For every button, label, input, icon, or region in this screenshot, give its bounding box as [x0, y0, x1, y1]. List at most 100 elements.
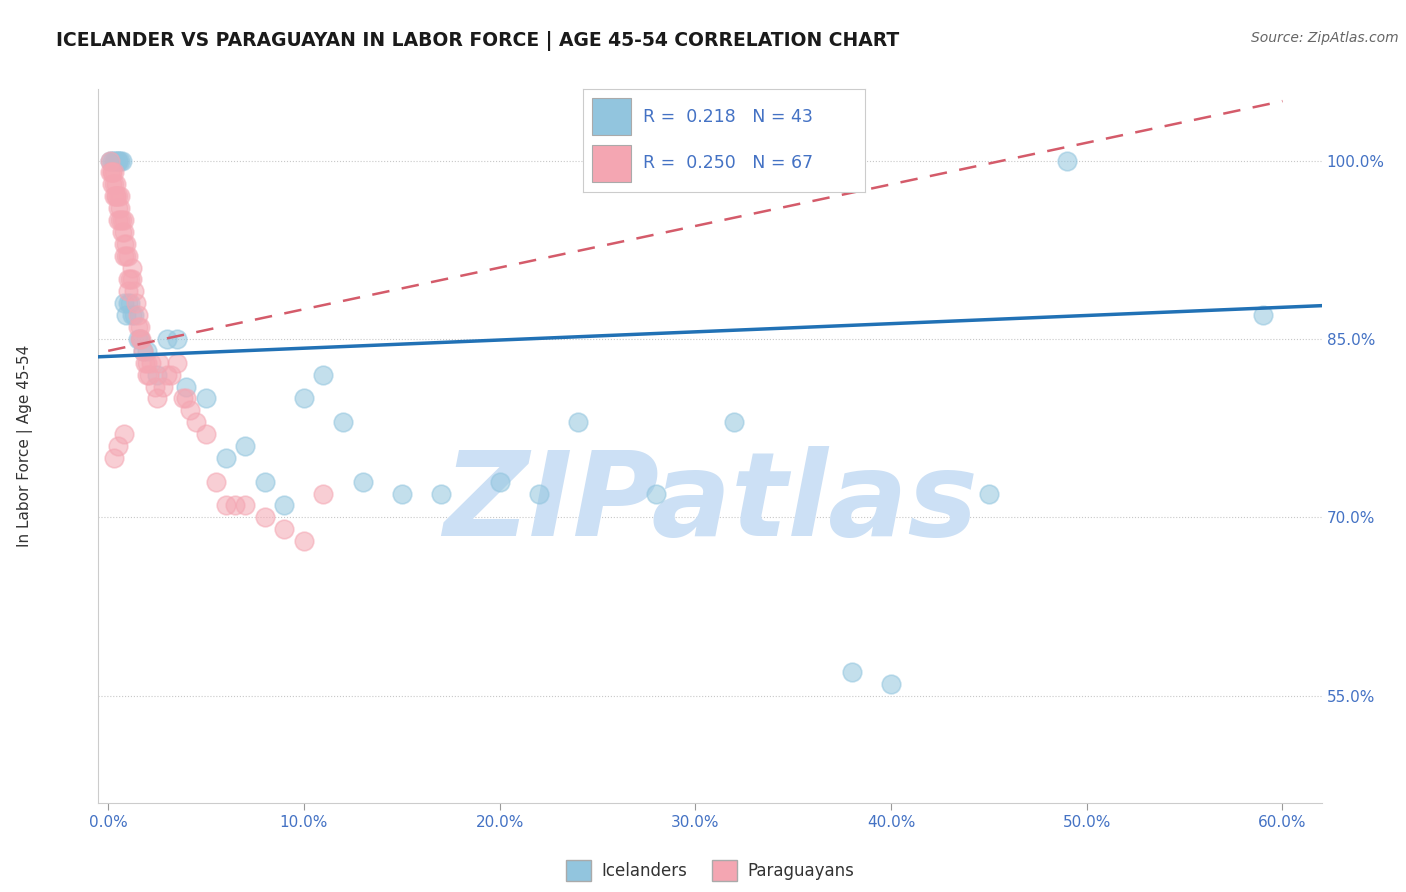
Point: [112, 225, 135, 239]
Point: [143, 379, 166, 393]
Point: [117, 249, 139, 263]
Point: [111, 225, 134, 239]
Point: [391, 486, 413, 500]
Point: [224, 499, 246, 513]
Point: [118, 272, 141, 286]
Point: [723, 415, 745, 429]
Legend: Icelanders, Paraguayans: Icelanders, Paraguayans: [560, 854, 860, 888]
Point: [253, 475, 276, 489]
Text: ZIPatlas: ZIPatlas: [443, 446, 977, 560]
Point: [131, 332, 153, 346]
Point: [108, 189, 131, 203]
Point: [111, 213, 134, 227]
Point: [136, 356, 159, 370]
Point: [152, 379, 174, 393]
Point: [186, 415, 208, 429]
Point: [134, 356, 156, 370]
Point: [105, 153, 128, 168]
Point: [233, 439, 256, 453]
Text: ICELANDER VS PARAGUAYAN IN LABOR FORCE | AGE 45-54 CORRELATION CHART: ICELANDER VS PARAGUAYAN IN LABOR FORCE |…: [56, 31, 900, 51]
Point: [332, 415, 354, 429]
Point: [214, 450, 236, 465]
Point: [114, 308, 136, 322]
Point: [98, 153, 121, 168]
Point: [117, 272, 139, 286]
Point: [176, 379, 198, 393]
Point: [132, 343, 155, 358]
Point: [172, 392, 194, 406]
Point: [112, 296, 135, 310]
Point: [103, 189, 125, 203]
Point: [977, 486, 1000, 500]
Text: Source: ZipAtlas.com: Source: ZipAtlas.com: [1251, 31, 1399, 45]
Point: [253, 510, 276, 524]
Point: [179, 403, 201, 417]
Point: [146, 368, 169, 382]
Point: [645, 486, 668, 500]
Point: [841, 665, 863, 679]
Point: [160, 368, 183, 382]
Point: [114, 249, 136, 263]
Point: [114, 236, 136, 251]
Point: [176, 392, 198, 406]
Point: [488, 475, 510, 489]
Point: [132, 343, 155, 358]
Point: [112, 213, 135, 227]
Point: [146, 392, 169, 406]
Point: [107, 189, 129, 203]
Text: R =  0.250   N = 67: R = 0.250 N = 67: [643, 154, 813, 172]
Point: [195, 392, 218, 406]
Point: [121, 260, 143, 275]
Point: [567, 415, 589, 429]
Point: [214, 499, 236, 513]
Point: [128, 332, 150, 346]
Point: [103, 178, 125, 192]
Point: [312, 486, 335, 500]
Point: [195, 427, 218, 442]
Point: [127, 332, 149, 346]
Point: [98, 153, 121, 168]
Text: R =  0.218   N = 43: R = 0.218 N = 43: [643, 108, 813, 126]
Point: [107, 439, 129, 453]
Point: [136, 368, 159, 382]
Point: [121, 308, 143, 322]
Point: [148, 356, 170, 370]
Point: [1056, 153, 1078, 168]
Point: [156, 368, 179, 382]
Point: [108, 213, 131, 227]
Point: [128, 332, 150, 346]
Point: [273, 522, 295, 536]
Point: [107, 201, 129, 215]
Bar: [592, 98, 631, 136]
Point: [166, 332, 188, 346]
Point: [141, 356, 163, 370]
Text: In Labor Force | Age 45-54: In Labor Force | Age 45-54: [17, 345, 34, 547]
Point: [118, 296, 141, 310]
Point: [156, 332, 179, 346]
Point: [233, 499, 256, 513]
Point: [128, 320, 150, 334]
Point: [108, 153, 131, 168]
Point: [430, 486, 453, 500]
Point: [101, 178, 124, 192]
Point: [352, 475, 374, 489]
Point: [122, 285, 145, 299]
Point: [98, 165, 121, 179]
Point: [117, 296, 139, 310]
Point: [122, 308, 145, 322]
Point: [136, 343, 159, 358]
Point: [103, 153, 125, 168]
Point: [205, 475, 228, 489]
Point: [103, 165, 125, 179]
Point: [105, 189, 128, 203]
Point: [880, 677, 903, 691]
Point: [103, 450, 125, 465]
Point: [166, 356, 188, 370]
Point: [112, 236, 135, 251]
Point: [107, 153, 129, 168]
Point: [124, 296, 146, 310]
Point: [292, 392, 315, 406]
Point: [105, 178, 128, 192]
Point: [107, 213, 129, 227]
Bar: [592, 145, 631, 181]
